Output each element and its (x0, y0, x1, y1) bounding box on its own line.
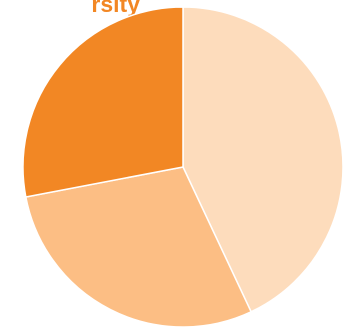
pie-slices (22, 6, 344, 328)
pie-slice-3 (22, 6, 184, 198)
chart-title: rsity (91, 0, 140, 17)
pie-slice-1 (182, 6, 344, 313)
pie-slice-2 (25, 166, 252, 328)
